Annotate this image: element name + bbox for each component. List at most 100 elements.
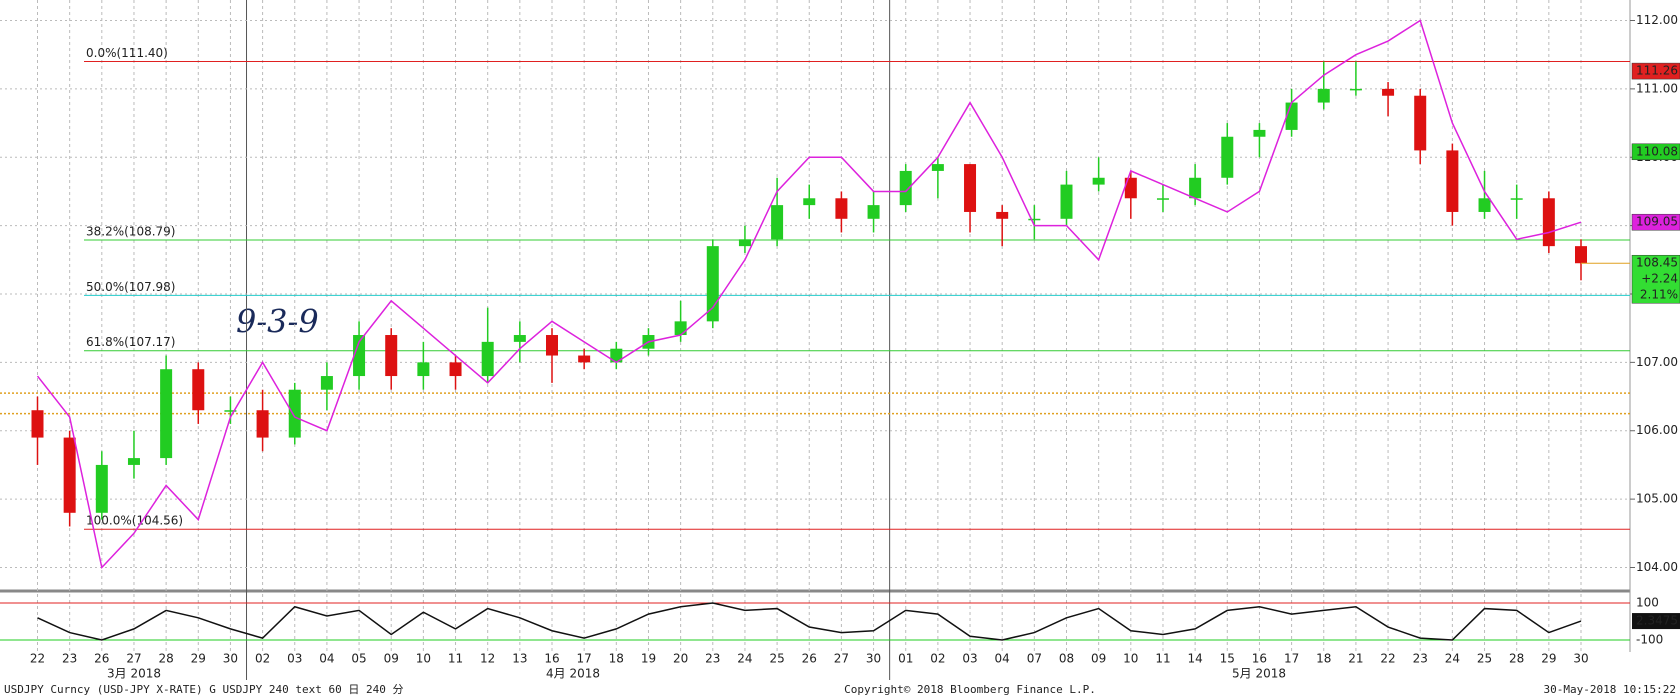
x-tick-label: 03 <box>962 652 977 666</box>
x-tick-label: 07 <box>1027 652 1042 666</box>
overlay-line <box>36 19 1582 570</box>
candle-body <box>1382 88 1395 96</box>
x-tick-label: 11 <box>1155 652 1170 666</box>
x-tick-label: 28 <box>1509 652 1524 666</box>
x-tick-label: 29 <box>191 652 206 666</box>
candle-body <box>192 369 205 411</box>
y-tick-label: 106.00 <box>1636 423 1678 437</box>
osc-last: 2.3475 <box>1636 614 1678 628</box>
candle-body <box>610 348 623 363</box>
x-tick-label: 10 <box>1123 652 1138 666</box>
footer-left: USDJPY Curncy (USD-JPY X-RATE) G USDJPY … <box>4 683 404 696</box>
x-tick-label: 30 <box>866 652 881 666</box>
candle-body <box>1189 177 1202 199</box>
osc-tick-label: 100 <box>1636 596 1659 610</box>
x-tick-label: 24 <box>737 652 752 666</box>
x-tick-label: 10 <box>416 652 431 666</box>
footer-right: 30-May-2018 10:15:22 <box>1544 683 1676 696</box>
last-change: 2.11% <box>1640 288 1678 302</box>
candle-body <box>1575 246 1587 264</box>
candle-body <box>546 335 558 356</box>
oscillator-line <box>37 602 1582 641</box>
x-tick-label: 25 <box>769 652 784 666</box>
x-tick-label: 23 <box>62 652 77 666</box>
x-tick-label: 09 <box>1091 652 1106 666</box>
candle-body <box>996 211 1009 219</box>
last-price: 108.45 <box>1636 256 1678 270</box>
x-tick-label: 13 <box>512 652 527 666</box>
fib-label: 50.0%(107.98) <box>86 280 175 294</box>
candle-body <box>160 369 173 459</box>
fib-label: 0.0%(111.40) <box>86 46 168 60</box>
y-tick-label: 104.00 <box>1636 560 1678 574</box>
candle-body <box>674 321 687 336</box>
x-tick-label: 15 <box>1220 652 1235 666</box>
candle-body <box>513 335 526 342</box>
candle-body <box>1253 129 1266 137</box>
y-tick-label: 112.00 <box>1636 13 1678 27</box>
month-label: 5月 2018 <box>1232 667 1286 681</box>
candle-body <box>1124 177 1137 199</box>
x-tick-label: 14 <box>1187 652 1202 666</box>
price-tag-box <box>1631 213 1680 231</box>
candle-body <box>31 410 44 438</box>
candle-body <box>63 437 76 513</box>
price-tag-box <box>1631 62 1680 80</box>
x-tick-label: 16 <box>544 652 559 666</box>
candle-body <box>1349 88 1362 91</box>
price-tag: 109.05 <box>1636 215 1678 229</box>
candle-body <box>256 410 269 438</box>
osc-tick-label: -100 <box>1636 632 1663 646</box>
candle-body <box>1542 198 1555 247</box>
candle-body <box>1446 150 1459 212</box>
x-tick-label: 22 <box>30 652 45 666</box>
price-tag-box <box>1631 143 1680 161</box>
candle-body <box>127 458 140 465</box>
candle-body <box>320 376 333 390</box>
candle-body <box>738 239 751 247</box>
candle-body <box>1317 88 1330 103</box>
price-tag: 111.26 <box>1636 64 1678 78</box>
candle-body <box>449 362 462 377</box>
x-tick-label: 05 <box>351 652 366 666</box>
osc-tag-box <box>1632 613 1680 630</box>
annotation: 9-3-9 <box>236 303 319 341</box>
candle-body <box>385 335 398 377</box>
fib-label: 61.8%(107.17) <box>86 335 175 349</box>
x-tick-label: 29 <box>1541 652 1556 666</box>
y-tick-label: 111.00 <box>1636 81 1678 95</box>
candle-body <box>353 335 366 377</box>
x-tick-label: 12 <box>480 652 495 666</box>
x-tick-label: 08 <box>1059 652 1074 666</box>
fib-label: 100.0%(104.56) <box>86 514 183 528</box>
x-tick-label: 16 <box>1252 652 1267 666</box>
x-tick-label: 03 <box>287 652 302 666</box>
x-tick-label: 30 <box>223 652 238 666</box>
price-tag: 110.08 <box>1636 144 1678 158</box>
x-tick-label: 23 <box>705 652 720 666</box>
candle-body <box>1060 184 1073 219</box>
x-tick-label: 09 <box>384 652 399 666</box>
x-tick-label: 18 <box>609 652 624 666</box>
candle-body <box>1478 198 1491 212</box>
candle-body <box>835 198 848 219</box>
x-tick-label: 01 <box>898 652 913 666</box>
x-tick-label: 25 <box>1477 652 1492 666</box>
candle-body <box>95 464 108 513</box>
x-tick-label: 11 <box>448 652 463 666</box>
y-tick-label: 107.00 <box>1636 355 1678 369</box>
candle-body <box>224 410 237 412</box>
candle-body <box>867 205 880 219</box>
x-tick-label: 24 <box>1445 652 1460 666</box>
candle-body <box>899 170 912 206</box>
x-tick-label: 22 <box>1380 652 1395 666</box>
x-tick-label: 02 <box>930 652 945 666</box>
month-label: 3月 2018 <box>107 667 161 681</box>
x-tick-label: 04 <box>319 652 334 666</box>
last-change: +2.24 <box>1641 272 1678 286</box>
x-tick-label: 02 <box>255 652 270 666</box>
month-label: 4月 2018 <box>546 667 600 681</box>
candle-body <box>1028 218 1041 221</box>
x-tick-label: 18 <box>1316 652 1331 666</box>
